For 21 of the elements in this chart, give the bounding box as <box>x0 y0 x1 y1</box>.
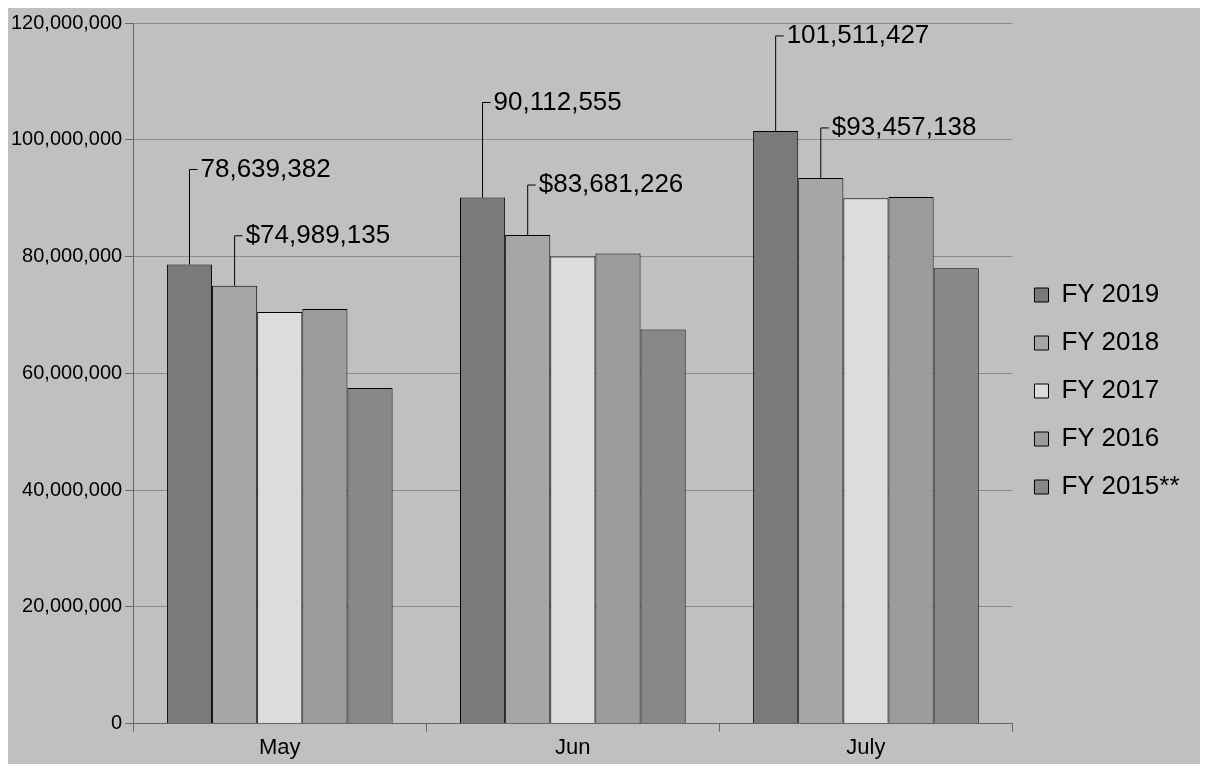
y-tick-label: 100,000,000 <box>10 127 123 150</box>
y-tick-label: 60,000,000 <box>22 360 123 383</box>
y-tick-label: 80,000,000 <box>22 244 123 267</box>
x-tick-label: Jun <box>555 733 591 759</box>
y-tick-label: 0 <box>111 711 123 734</box>
legend-label: FY 2019 <box>1061 278 1160 309</box>
data-label: $83,681,226 <box>538 168 684 199</box>
y-tick-label: 120,000,000 <box>10 10 123 33</box>
legend-label: FY 2017 <box>1061 374 1160 405</box>
legend-label: FY 2016 <box>1061 422 1160 453</box>
data-label: $93,457,138 <box>831 111 977 142</box>
y-tick-label: 40,000,000 <box>22 477 123 500</box>
data-label: 101,511,427 <box>786 19 930 50</box>
legend-label: FY 2018 <box>1061 326 1160 357</box>
y-tick-label: 20,000,000 <box>22 594 123 617</box>
data-label: $74,989,135 <box>245 218 391 249</box>
x-tick-label: May <box>258 733 301 759</box>
x-tick-label: July <box>846 733 886 759</box>
data-label: 78,639,382 <box>200 152 331 183</box>
legend-label: FY 2015** <box>1061 470 1180 501</box>
data-label: 90,112,555 <box>493 85 622 116</box>
